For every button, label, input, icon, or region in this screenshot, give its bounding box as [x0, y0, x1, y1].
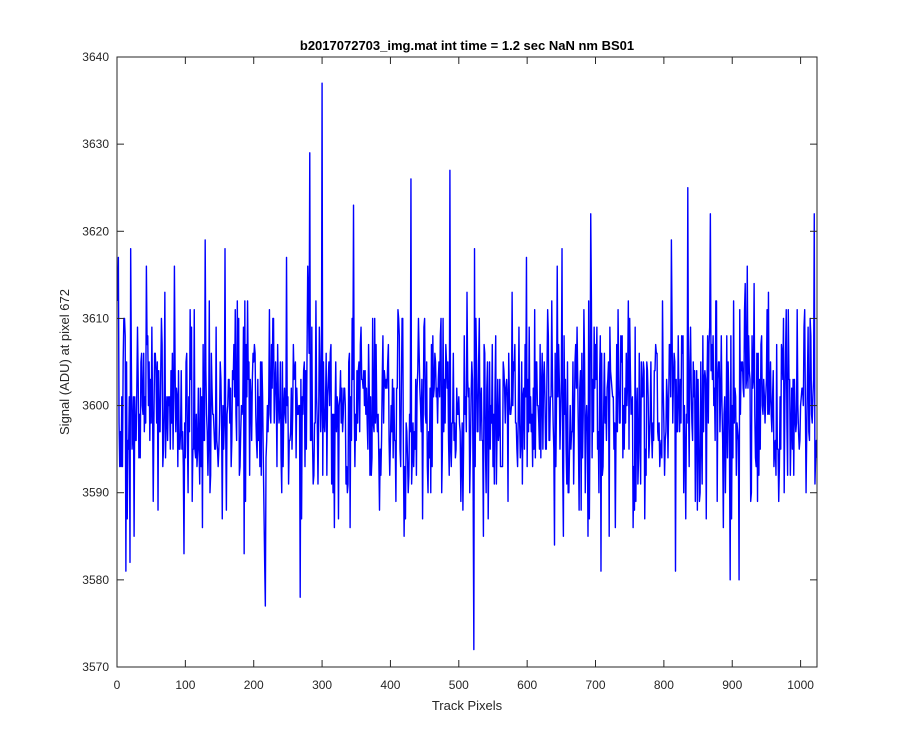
- y-tick-label: 3610: [82, 311, 109, 325]
- y-tick-label: 3620: [82, 224, 109, 238]
- axes-box: [116, 56, 818, 668]
- x-axis-title: Track Pixels: [432, 698, 503, 713]
- x-tick-label: 700: [586, 678, 606, 692]
- x-tick-label: 200: [244, 678, 264, 692]
- x-tick-label: 100: [175, 678, 195, 692]
- plot-area: 0 100 200 300 400 500 600 700 800 900 1000 3570 358…: [82, 50, 818, 692]
- x-tick-label: 400: [380, 678, 400, 692]
- y-tick-label: 3640: [82, 50, 109, 64]
- y-tick-label: 3630: [82, 137, 109, 151]
- y-axis-title: Signal (ADU) at pixel 672: [57, 289, 72, 435]
- x-tick-label: 800: [654, 678, 674, 692]
- y-tick-label: 3580: [82, 573, 109, 587]
- y-axis: 3570 3580 3590 3600 3610 3620 3630 3640: [82, 50, 817, 674]
- x-tick-label: 300: [312, 678, 332, 692]
- x-tick-label: 0: [114, 678, 121, 692]
- series-line: [117, 82, 817, 651]
- x-tick-label: 900: [722, 678, 742, 692]
- x-tick-label: 600: [517, 678, 537, 692]
- x-axis: 0 100 200 300 400 500 600 700 800 900 1000: [114, 57, 814, 692]
- y-tick-label: 3600: [82, 399, 109, 413]
- y-tick-label: 3570: [82, 660, 109, 674]
- chart-title: b2017072703_img.mat int time = 1.2 sec N…: [300, 38, 634, 53]
- x-tick-label: 500: [449, 678, 469, 692]
- x-tick-label: 1000: [787, 678, 814, 692]
- series-layer: [117, 82, 817, 651]
- y-tick-label: 3590: [82, 486, 109, 500]
